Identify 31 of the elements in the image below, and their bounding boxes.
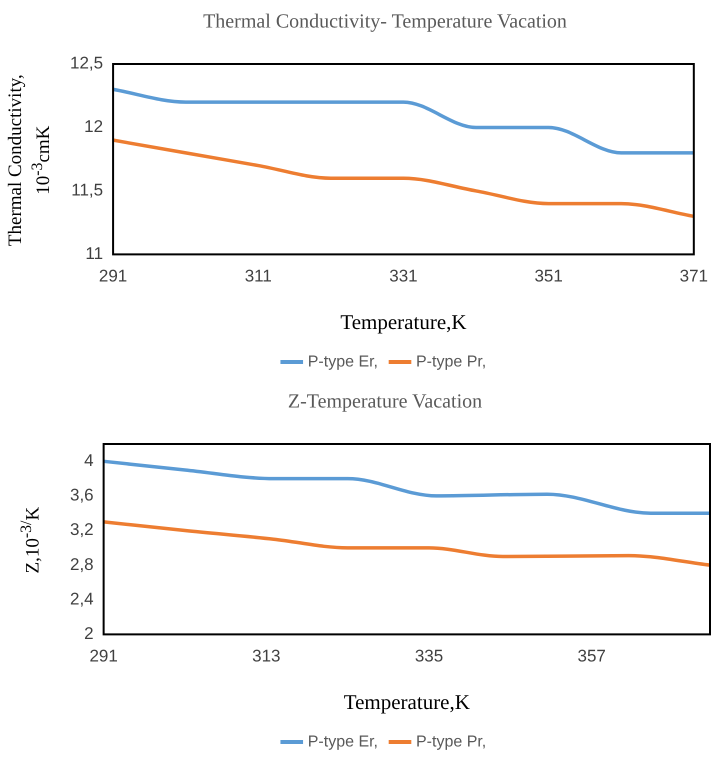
line-series	[113, 138, 694, 218]
line-series	[104, 460, 710, 515]
chart-title: Thermal Conductivity- Temperature Vacation	[203, 10, 567, 32]
legend-label: P-type Pr,	[416, 733, 486, 750]
y-tick-label: 11	[85, 244, 104, 264]
line-series	[113, 88, 694, 155]
y-tick-label: 4	[84, 450, 94, 470]
x-tick-label: 311	[244, 266, 272, 286]
y-tick-label: 11,5	[71, 180, 104, 200]
x-tick-label: 291	[98, 266, 128, 286]
line-series	[104, 520, 710, 567]
x-tick-label: 335	[414, 646, 444, 666]
x-tick-label: 331	[389, 266, 418, 286]
y-tick-label: 3,6	[70, 486, 94, 505]
legend-label: P-type Er,	[308, 733, 378, 750]
y-tick-label: 3,2	[70, 520, 94, 540]
y-tick-label: 2,4	[70, 589, 94, 608]
x-tick-label: 351	[534, 266, 563, 286]
legend-label: P-type Er,	[308, 353, 378, 370]
y-tick-label: 2,8	[70, 554, 94, 574]
x-axis-title: Temperature,K	[340, 310, 467, 334]
y-tick-label: 12	[84, 117, 104, 136]
x-tick-label: 313	[252, 646, 281, 666]
legend-label: P-type Pr,	[416, 353, 486, 370]
y-tick-label: 2	[84, 624, 94, 644]
x-tick-label: 371	[680, 266, 708, 286]
y-tick-label: 12,5	[70, 54, 104, 73]
x-tick-label: 291	[89, 646, 118, 666]
x-axis-title: Temperature,K	[344, 690, 470, 714]
x-tick-label: 357	[577, 646, 606, 666]
chart-title: Z-Temperature Vacation	[288, 390, 482, 412]
